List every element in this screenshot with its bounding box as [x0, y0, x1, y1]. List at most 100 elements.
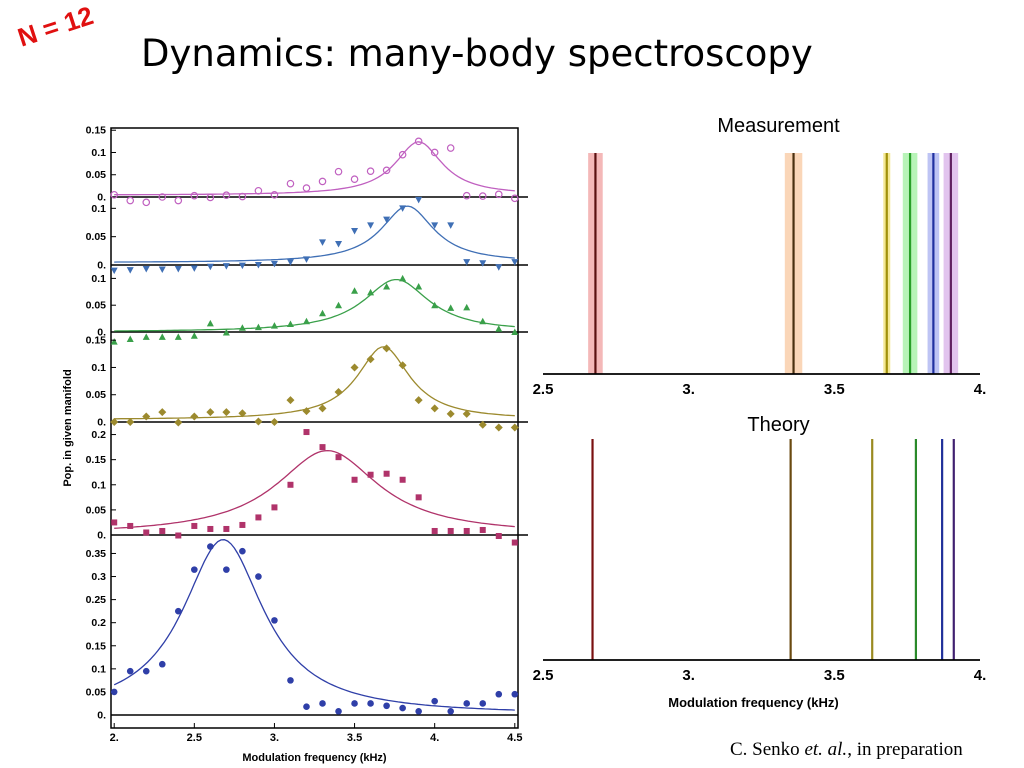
- y-tick-label: 0.: [97, 417, 106, 429]
- data-point: [142, 412, 151, 421]
- x-tick-label: 2.5: [533, 667, 554, 684]
- data-point: [302, 407, 311, 416]
- panel-3: 0. 0.05 0.1: [86, 273, 528, 345]
- data-point: [350, 363, 359, 372]
- data-point: [383, 282, 391, 290]
- data-point: [494, 190, 503, 199]
- data-point: [479, 317, 487, 325]
- data-point: [126, 196, 135, 205]
- panel-1: 0. 0.05 0.1 0.15: [86, 125, 528, 207]
- y-axis-label: Pop. in given manifold: [62, 369, 74, 486]
- data-point: [495, 264, 503, 271]
- x-tick-label: 2.: [110, 732, 119, 744]
- data-point: [510, 423, 519, 432]
- y-tick-label: 0.: [97, 530, 106, 542]
- data-point: [351, 287, 359, 294]
- y-tick-label: 0.2: [91, 617, 106, 629]
- y-tick-label: 0.1: [91, 147, 106, 159]
- data-point: [431, 697, 438, 705]
- data-point: [159, 527, 166, 534]
- data-point: [174, 196, 183, 205]
- data-point: [110, 267, 118, 275]
- data-point: [238, 192, 247, 201]
- data-point: [462, 191, 471, 200]
- y-tick-label: 0.2: [91, 429, 106, 441]
- data-point: [190, 412, 199, 421]
- data-point: [319, 700, 326, 707]
- data-point: [399, 205, 407, 212]
- data-point: [222, 408, 231, 417]
- data-point: [398, 150, 407, 159]
- y-tick-label: 0.05: [86, 389, 107, 401]
- y-tick-label: 0.1: [91, 663, 106, 675]
- data-point: [463, 303, 471, 311]
- y-tick-label: 0.25: [86, 594, 107, 606]
- data-point: [206, 193, 215, 202]
- plot-frame: [110, 127, 519, 729]
- x-tick-label: 3.: [682, 667, 695, 684]
- data-point: [335, 241, 343, 248]
- data-point: [223, 525, 230, 532]
- data-point: [110, 688, 118, 696]
- x-tick-label: 2.5: [187, 732, 202, 744]
- data-point: [271, 617, 278, 624]
- data-point: [302, 317, 310, 325]
- data-point: [446, 409, 455, 418]
- y-tick-label: 0.35: [86, 548, 107, 560]
- x-tick-label: 4.: [974, 381, 987, 398]
- data-point: [447, 708, 455, 715]
- data-point: [382, 344, 391, 353]
- panel-6: 0. 0.05 0.1 0.15 0.2 0.25 0.3 0.35: [86, 539, 519, 722]
- data-point: [318, 404, 327, 413]
- data-point: [431, 222, 439, 229]
- data-point: [287, 481, 294, 488]
- data-point: [463, 700, 471, 707]
- data-point: [366, 355, 375, 364]
- data-point: [478, 420, 487, 429]
- citation: C. Senko et. al., in preparation: [730, 739, 963, 761]
- y-tick-label: 0.05: [86, 504, 107, 516]
- data-point: [190, 265, 198, 272]
- data-point: [335, 708, 342, 715]
- data-point: [286, 396, 295, 405]
- x-tick-label: 3.5: [824, 667, 845, 684]
- y-tick-label: 0.: [97, 710, 106, 722]
- data-point: [158, 660, 166, 668]
- data-point: [271, 504, 278, 511]
- y-tick-label: 0.: [97, 192, 106, 204]
- data-point: [255, 514, 262, 521]
- data-point: [479, 700, 487, 707]
- data-point: [110, 338, 118, 345]
- data-point: [255, 573, 262, 580]
- data-point: [382, 166, 391, 175]
- data-point: [383, 702, 390, 710]
- data-point: [158, 333, 166, 340]
- data-point: [430, 148, 439, 157]
- y-tick-label: 0.1: [91, 203, 106, 215]
- data-point: [222, 329, 230, 336]
- data-point: [415, 494, 422, 501]
- x-tick-label: 2.5: [533, 381, 554, 398]
- data-point: [126, 418, 135, 426]
- data-point: [126, 667, 134, 675]
- data-point: [222, 191, 231, 200]
- data-point: [415, 708, 422, 715]
- data-point: [447, 222, 455, 229]
- data-point: [254, 262, 262, 269]
- citation-rest: , in preparation: [847, 739, 963, 760]
- data-point: [462, 409, 471, 418]
- y-tick-label: 0.: [97, 260, 106, 272]
- slide-title: Dynamics: many-body spectroscopy: [141, 32, 813, 75]
- data-point: [142, 667, 150, 675]
- x-tick-label: 3.5: [824, 381, 845, 398]
- data-point: [463, 527, 470, 534]
- data-point: [367, 471, 374, 478]
- data-point: [334, 167, 343, 176]
- x-tick-label: 3.: [270, 732, 279, 744]
- data-point: [334, 388, 343, 396]
- citation-etal: et. al.: [804, 739, 848, 760]
- data-point: [174, 418, 183, 427]
- data-point: [511, 259, 519, 266]
- data-point: [158, 266, 166, 274]
- data-point: [270, 322, 278, 329]
